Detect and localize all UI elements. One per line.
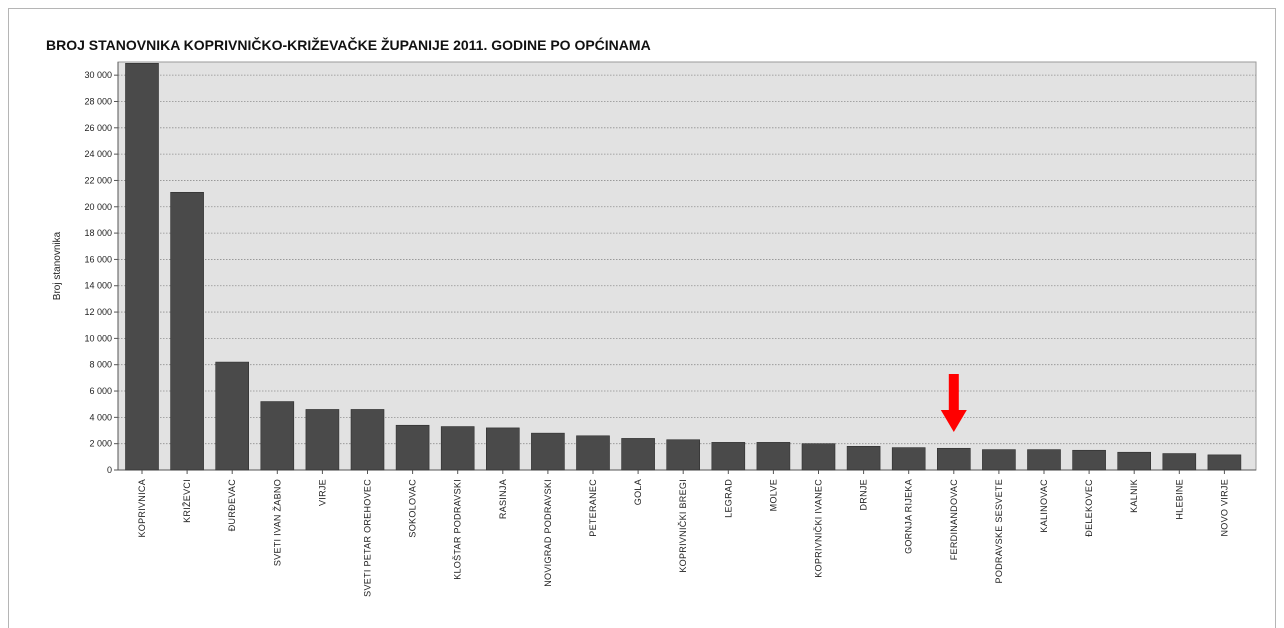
bar	[756, 442, 791, 471]
bar	[846, 446, 881, 471]
bar	[891, 447, 926, 471]
plot-area	[117, 61, 1257, 471]
x-tick-label: GORNJA RIJEKA	[904, 479, 914, 554]
bar	[440, 426, 475, 471]
bar	[666, 439, 701, 471]
bar	[305, 409, 340, 471]
x-tick-label: VIRJE	[317, 479, 327, 506]
x-tick-label: KLOŠTAR PODRAVSKI	[453, 479, 463, 580]
bar	[1207, 454, 1242, 471]
bar	[215, 361, 249, 471]
y-tick-label: 12 000	[84, 307, 112, 317]
x-tick-label: RASINJA	[498, 479, 508, 519]
y-tick-label: 6 000	[89, 386, 112, 396]
bar	[350, 409, 385, 471]
x-tick-label: KALNIK	[1129, 479, 1139, 513]
x-tick-label: PODRAVSKE SESVETE	[994, 479, 1004, 583]
bar	[576, 435, 610, 471]
x-tick-label: NOVO VIRJE	[1219, 479, 1229, 537]
y-tick-label: 4 000	[89, 412, 112, 422]
y-tick-label: 20 000	[84, 202, 112, 212]
x-tick-label: SVETI PETAR OREHOVEC	[363, 479, 373, 597]
bar	[801, 443, 836, 471]
x-tick-label: KOPRIVNIČKI IVANEC	[814, 479, 824, 578]
bar	[982, 449, 1016, 471]
x-tick-label: DRNJE	[859, 479, 869, 511]
y-tick-label: 30 000	[84, 70, 112, 80]
bar	[1162, 453, 1197, 471]
x-tick-label: LEGRAD	[723, 479, 733, 518]
x-tick-label: ĐELEKOVEC	[1084, 479, 1094, 537]
bar	[395, 424, 430, 471]
chart-title: BROJ STANOVNIKA KOPRIVNIČKO-KRIŽEVAČKE Ž…	[46, 37, 651, 53]
x-tick-label: KALINOVAC	[1039, 479, 1049, 533]
y-tick-label: 14 000	[84, 281, 112, 291]
bar	[260, 401, 295, 471]
y-tick-label: 8 000	[89, 360, 112, 370]
x-tick-label: FERDINANDOVAC	[949, 479, 959, 560]
y-tick-label: 0	[107, 465, 112, 475]
x-tick-label: KRIŽEVCI	[182, 479, 192, 523]
bar	[485, 427, 520, 471]
bar	[531, 432, 565, 471]
x-tick-label: HLEBINE	[1174, 479, 1184, 520]
bar	[1072, 449, 1106, 471]
x-tick-label: GOLA	[633, 479, 643, 505]
x-tick-label: KOPRIVNIČKI BREGI	[678, 479, 688, 573]
chart-frame	[8, 8, 1276, 628]
x-tick-label: ĐURĐEVAC	[227, 479, 237, 531]
y-tick-label: 18 000	[84, 228, 112, 238]
bar	[125, 63, 159, 471]
y-tick-label: 26 000	[84, 123, 112, 133]
x-tick-label: SOKOLOVAC	[408, 479, 418, 538]
red-arrow-annotation	[940, 374, 967, 432]
y-tick-label: 28 000	[84, 96, 112, 106]
bar	[1027, 449, 1061, 471]
y-axis-label: Broj stanovnika	[52, 231, 63, 300]
x-tick-label: SVETI IVAN ŽABNO	[272, 479, 282, 566]
x-tick-label: NOVIGRAD PODRAVSKI	[543, 479, 553, 587]
y-tick-label: 2 000	[89, 439, 112, 449]
y-tick-label: 24 000	[84, 149, 112, 159]
bar	[936, 447, 971, 471]
bar	[711, 442, 746, 471]
y-tick-label: 10 000	[84, 333, 112, 343]
x-tick-label: PETERANEC	[588, 479, 598, 537]
bar	[1117, 451, 1151, 471]
bar	[170, 191, 204, 471]
x-tick-label: KOPRIVNICA	[137, 479, 147, 538]
bar	[621, 438, 655, 471]
y-tick-label: 16 000	[84, 254, 112, 264]
x-tick-label: MOLVE	[768, 479, 778, 511]
y-tick-label: 22 000	[84, 175, 112, 185]
